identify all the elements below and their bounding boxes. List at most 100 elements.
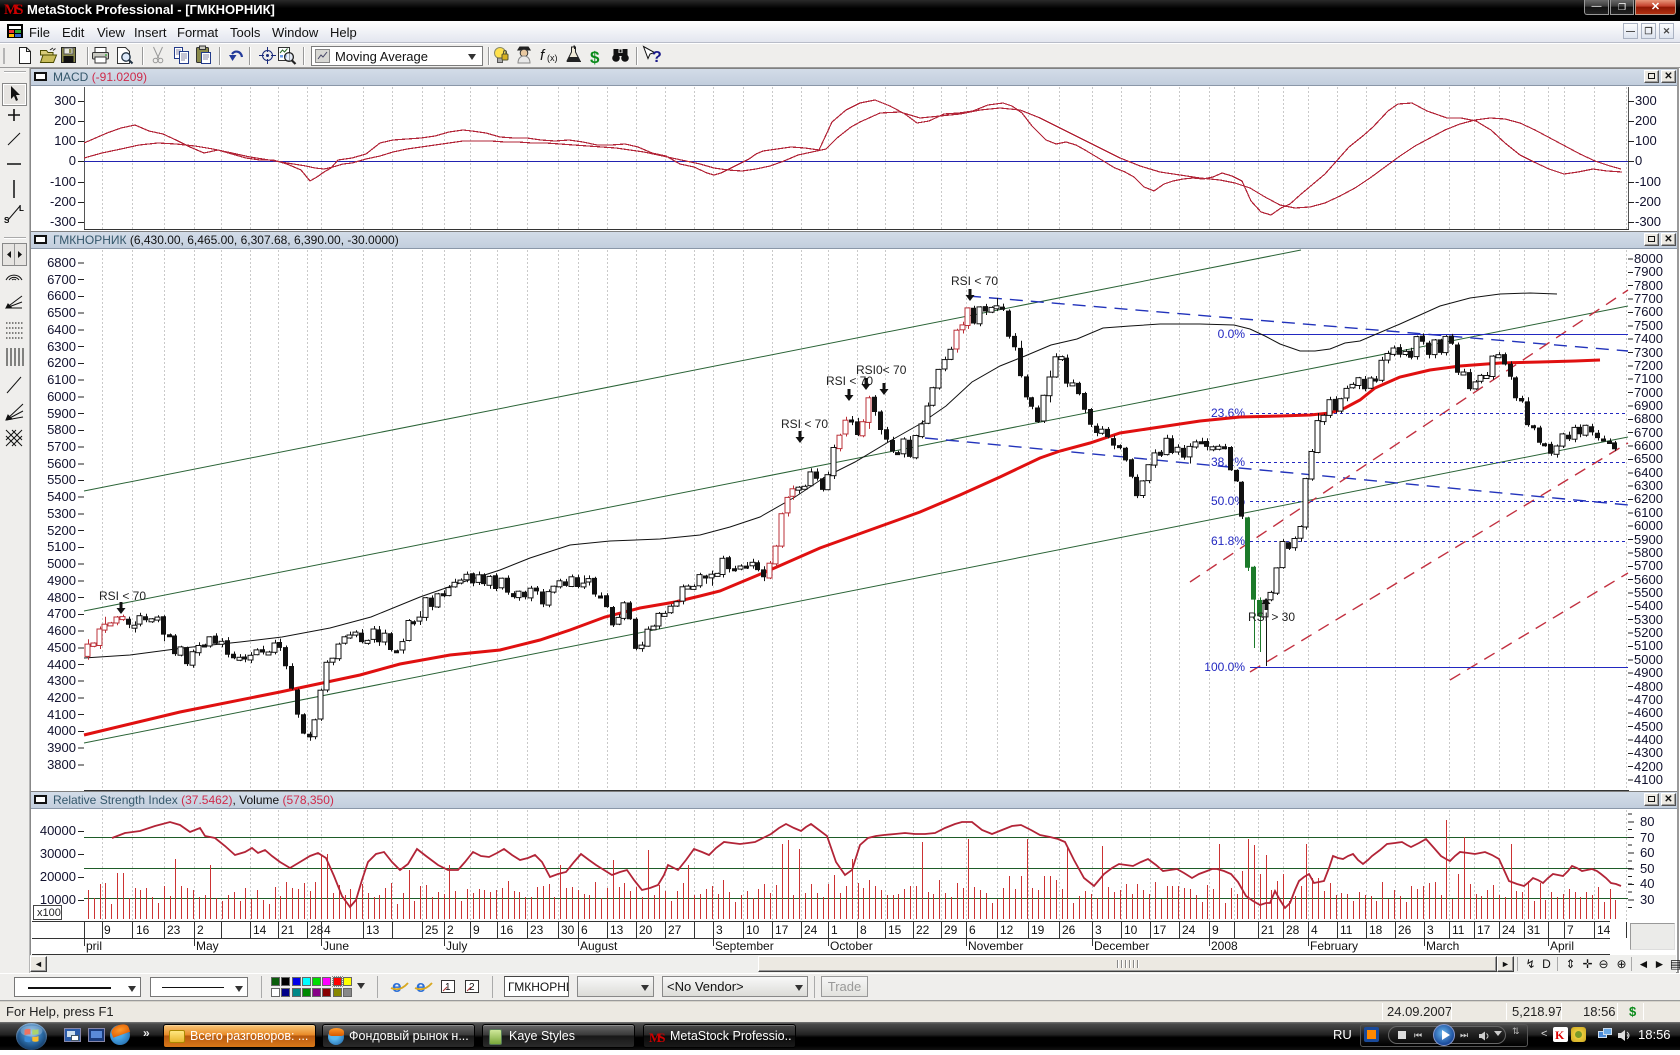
svg-text:5100: 5100: [47, 539, 76, 554]
svg-text:4500: 4500: [1634, 719, 1663, 734]
svg-text:6500: 6500: [1634, 451, 1663, 466]
svg-text:100.0%: 100.0%: [1204, 660, 1245, 674]
svg-text:-300: -300: [1635, 214, 1661, 229]
svg-text:4300: 4300: [47, 673, 76, 688]
svg-text:5600: 5600: [47, 456, 76, 471]
svg-text:L: L: [19, 204, 24, 213]
svg-text:4000: 4000: [47, 723, 76, 738]
svg-text:f: f: [540, 47, 546, 64]
svg-text:(x): (x): [547, 53, 558, 63]
svg-text:300: 300: [54, 93, 76, 108]
svg-text:7200: 7200: [1634, 358, 1663, 373]
svg-text:8000: 8000: [1634, 251, 1663, 266]
svg-text:RSI < 70: RSI < 70: [826, 374, 873, 388]
svg-text:7000: 7000: [1634, 385, 1663, 400]
svg-text:5000: 5000: [47, 556, 76, 571]
svg-text:200: 200: [1635, 113, 1657, 128]
svg-text:5600: 5600: [1634, 572, 1663, 587]
svg-text:7700: 7700: [1634, 291, 1663, 306]
svg-text:6600: 6600: [1634, 438, 1663, 453]
svg-text:6700: 6700: [1634, 425, 1663, 440]
svg-text:6100: 6100: [1634, 505, 1663, 520]
svg-text:x100: x100: [37, 907, 61, 919]
svg-text:5800: 5800: [1634, 545, 1663, 560]
svg-text:e: e: [416, 977, 425, 996]
svg-text:5800: 5800: [47, 422, 76, 437]
svg-text:4500: 4500: [47, 640, 76, 655]
svg-text:S: S: [4, 216, 10, 225]
svg-text:e: e: [392, 977, 401, 996]
svg-text:7600: 7600: [1634, 304, 1663, 319]
svg-text:2: 2: [469, 982, 475, 993]
svg-text:50: 50: [1640, 861, 1654, 876]
svg-text:0: 0: [69, 153, 76, 168]
svg-text:5700: 5700: [1634, 558, 1663, 573]
svg-text:6600: 6600: [47, 288, 76, 303]
svg-text:7100: 7100: [1634, 371, 1663, 386]
svg-text:?: ?: [652, 49, 662, 66]
svg-text:0.0%: 0.0%: [1218, 327, 1246, 341]
svg-text:RSI0< 70: RSI0< 70: [856, 363, 907, 377]
svg-text:7800: 7800: [1634, 278, 1663, 293]
svg-text:6300: 6300: [47, 339, 76, 354]
svg-text:5500: 5500: [1634, 585, 1663, 600]
svg-text:5200: 5200: [47, 523, 76, 538]
svg-text:10000: 10000: [40, 892, 76, 907]
svg-text:4200: 4200: [1634, 759, 1663, 774]
svg-text:7400: 7400: [1634, 331, 1663, 346]
svg-text:6400: 6400: [1634, 465, 1663, 480]
svg-text:80: 80: [1640, 814, 1654, 829]
svg-text:4800: 4800: [47, 590, 76, 605]
svg-text:70: 70: [1640, 830, 1654, 845]
svg-text:-300: -300: [50, 214, 76, 229]
svg-text:4800: 4800: [1634, 679, 1663, 694]
svg-text:200: 200: [54, 113, 76, 128]
svg-text:300: 300: [1635, 93, 1657, 108]
svg-text:4900: 4900: [47, 573, 76, 588]
svg-text:5500: 5500: [47, 472, 76, 487]
svg-text:5300: 5300: [47, 506, 76, 521]
svg-text:6700: 6700: [47, 272, 76, 287]
svg-text:3800: 3800: [47, 757, 76, 772]
svg-text:5700: 5700: [47, 439, 76, 454]
svg-text:-200: -200: [50, 194, 76, 209]
svg-text:5000: 5000: [1634, 652, 1663, 667]
svg-text:-100: -100: [1635, 174, 1661, 189]
svg-text:4400: 4400: [47, 657, 76, 672]
svg-text:1: 1: [445, 982, 451, 993]
svg-text:7300: 7300: [1634, 345, 1663, 360]
svg-text:6900: 6900: [1634, 398, 1663, 413]
svg-text:4300: 4300: [1634, 745, 1663, 760]
svg-text:6800: 6800: [1634, 411, 1663, 426]
svg-text:RSI < 70: RSI < 70: [951, 274, 998, 288]
svg-text:7900: 7900: [1634, 264, 1663, 279]
svg-text:RSI < 70: RSI < 70: [99, 589, 146, 603]
svg-text:$: $: [590, 48, 600, 67]
svg-text:60: 60: [1640, 845, 1654, 860]
svg-text:4900: 4900: [1634, 665, 1663, 680]
svg-text:4100: 4100: [1634, 772, 1663, 787]
svg-text:6300: 6300: [1634, 478, 1663, 493]
svg-text:40: 40: [1640, 876, 1654, 891]
svg-text:4700: 4700: [47, 606, 76, 621]
svg-text:50.0%: 50.0%: [1211, 494, 1245, 508]
svg-text:30000: 30000: [40, 846, 76, 861]
svg-text:5900: 5900: [1634, 532, 1663, 547]
svg-text:6200: 6200: [1634, 491, 1663, 506]
svg-text:6400: 6400: [47, 322, 76, 337]
svg-text:5300: 5300: [1634, 612, 1663, 627]
svg-text:6000: 6000: [1634, 518, 1663, 533]
svg-text:5400: 5400: [47, 489, 76, 504]
svg-text:6200: 6200: [47, 355, 76, 370]
svg-text:3900: 3900: [47, 740, 76, 755]
svg-text:6800: 6800: [47, 255, 76, 270]
svg-text:4600: 4600: [47, 623, 76, 638]
svg-text:4700: 4700: [1634, 692, 1663, 707]
svg-text:100: 100: [54, 133, 76, 148]
svg-text:4100: 4100: [47, 707, 76, 722]
svg-text:5200: 5200: [1634, 625, 1663, 640]
svg-text:6100: 6100: [47, 372, 76, 387]
svg-text:5100: 5100: [1634, 638, 1663, 653]
svg-text:61.8%: 61.8%: [1211, 534, 1245, 548]
svg-text:5400: 5400: [1634, 598, 1663, 613]
